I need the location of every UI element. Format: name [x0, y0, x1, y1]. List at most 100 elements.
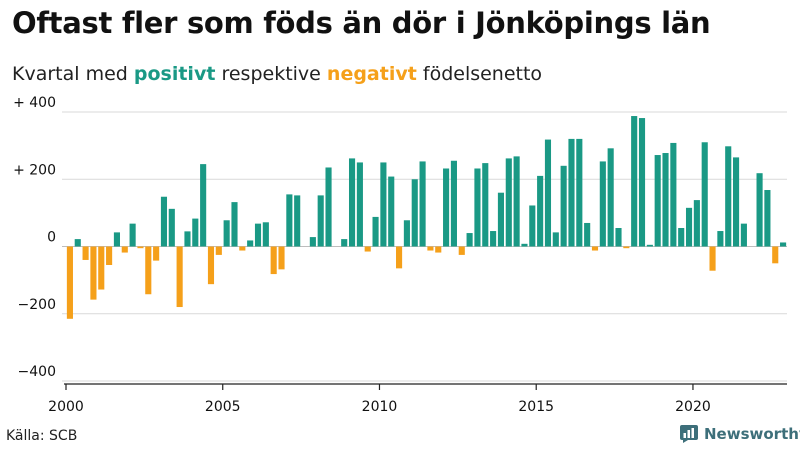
- y-tick-label: + 400: [13, 95, 56, 111]
- source-note: Källa: SCB: [6, 428, 78, 444]
- bar-positive: [317, 195, 324, 247]
- y-tick-label: −400: [18, 364, 56, 380]
- bar-negative: [623, 246, 630, 249]
- subtitle-prefix: Kvartal med: [12, 63, 128, 85]
- chart-title: Oftast fler som föds än dör i Jönköpings…: [12, 6, 711, 40]
- bar-positive: [309, 237, 316, 247]
- bar-positive: [654, 155, 661, 247]
- bar-positive: [450, 160, 457, 247]
- bar-negative: [239, 246, 246, 251]
- bar-positive: [544, 139, 552, 247]
- brand-name: Newsworthy: [704, 425, 800, 443]
- bar-positive: [254, 223, 262, 247]
- bar-positive: [356, 162, 363, 247]
- bar-negative: [82, 246, 89, 260]
- newsworthy-logo-icon: [680, 425, 698, 443]
- bar-positive: [607, 148, 614, 247]
- bar-positive: [584, 222, 591, 247]
- subtitle-negative-label: negativt: [326, 63, 417, 85]
- chart-subtitle: Kvartal med positivt respektive negativt…: [12, 63, 542, 85]
- bar-negative: [591, 246, 599, 251]
- bar-positive: [599, 161, 606, 247]
- bar-positive: [685, 207, 693, 247]
- bar-positive: [780, 242, 787, 247]
- bar-positive: [372, 216, 379, 247]
- x-tick-label: 2010: [362, 399, 398, 415]
- bar-positive: [113, 232, 120, 247]
- bar-negative: [121, 246, 128, 253]
- bar-positive: [474, 168, 481, 247]
- bar-positive: [403, 220, 410, 247]
- bar-negative: [106, 246, 113, 265]
- bar-negative: [137, 246, 144, 249]
- bar-negative: [176, 246, 183, 308]
- bar-positive: [200, 164, 207, 247]
- x-tick-label: 2020: [675, 399, 711, 415]
- bar-positive: [286, 194, 293, 247]
- subtitle-positive-label: positivt: [133, 63, 216, 85]
- bar-positive: [678, 228, 685, 247]
- bar-positive: [380, 162, 387, 247]
- bar-positive: [497, 192, 505, 247]
- bar-positive: [615, 228, 622, 247]
- y-tick-label: + 200: [13, 162, 56, 178]
- bar-negative: [153, 246, 160, 261]
- bar-negative: [270, 246, 277, 275]
- bar-negative: [458, 246, 465, 255]
- bar-positive: [717, 231, 724, 247]
- bar-positive: [184, 231, 191, 247]
- bar-positive: [262, 222, 269, 247]
- bar-positive: [168, 208, 175, 247]
- bar-positive: [568, 138, 575, 247]
- bar-positive: [490, 231, 497, 247]
- bar-negative: [278, 246, 285, 270]
- bar-positive: [419, 161, 426, 247]
- bar-negative: [215, 246, 222, 255]
- bar-positive: [733, 157, 740, 247]
- bar-positive: [325, 167, 332, 247]
- bar-positive: [341, 239, 348, 247]
- x-tick-label: 2015: [518, 399, 554, 415]
- bar-positive: [160, 196, 168, 247]
- bar-positive: [505, 158, 512, 247]
- bar-negative: [207, 246, 215, 285]
- bar-negative: [772, 246, 779, 264]
- bar-positive: [693, 200, 700, 247]
- bar-positive: [348, 158, 356, 247]
- x-tick-label: 2000: [48, 399, 84, 415]
- bar-negative: [145, 246, 152, 295]
- x-tick-label: 2005: [205, 399, 241, 415]
- bar-positive: [466, 233, 473, 247]
- y-tick-label: −200: [18, 297, 56, 313]
- bar-positive: [631, 116, 638, 247]
- bar-positive: [129, 223, 136, 247]
- bar-negative: [427, 246, 434, 251]
- subtitle-middle: respektive: [221, 63, 321, 85]
- bar-positive: [482, 163, 489, 247]
- bar-positive: [529, 205, 536, 247]
- bar-positive: [552, 232, 559, 247]
- bar-positive: [638, 118, 646, 247]
- bar-positive: [576, 138, 583, 247]
- bar-positive: [670, 142, 677, 247]
- y-tick-label: 0: [47, 230, 56, 246]
- bar-positive: [537, 175, 544, 247]
- bar-positive: [192, 218, 199, 247]
- bar-positive: [521, 243, 528, 247]
- bar-positive: [388, 176, 395, 247]
- bar-positive: [231, 202, 238, 247]
- bar-positive: [294, 195, 301, 247]
- bar-negative: [396, 246, 403, 269]
- subtitle-suffix: födelsenetto: [422, 63, 543, 85]
- bar-positive: [443, 168, 450, 247]
- bar-positive: [560, 165, 567, 247]
- bar-positive: [74, 239, 81, 247]
- bar-positive: [756, 173, 763, 247]
- bar-negative: [435, 246, 442, 253]
- bar-negative: [66, 246, 73, 319]
- bar-positive: [646, 244, 653, 247]
- bar-positive: [740, 223, 747, 247]
- bar-positive: [247, 240, 254, 247]
- bar-negative: [90, 246, 97, 300]
